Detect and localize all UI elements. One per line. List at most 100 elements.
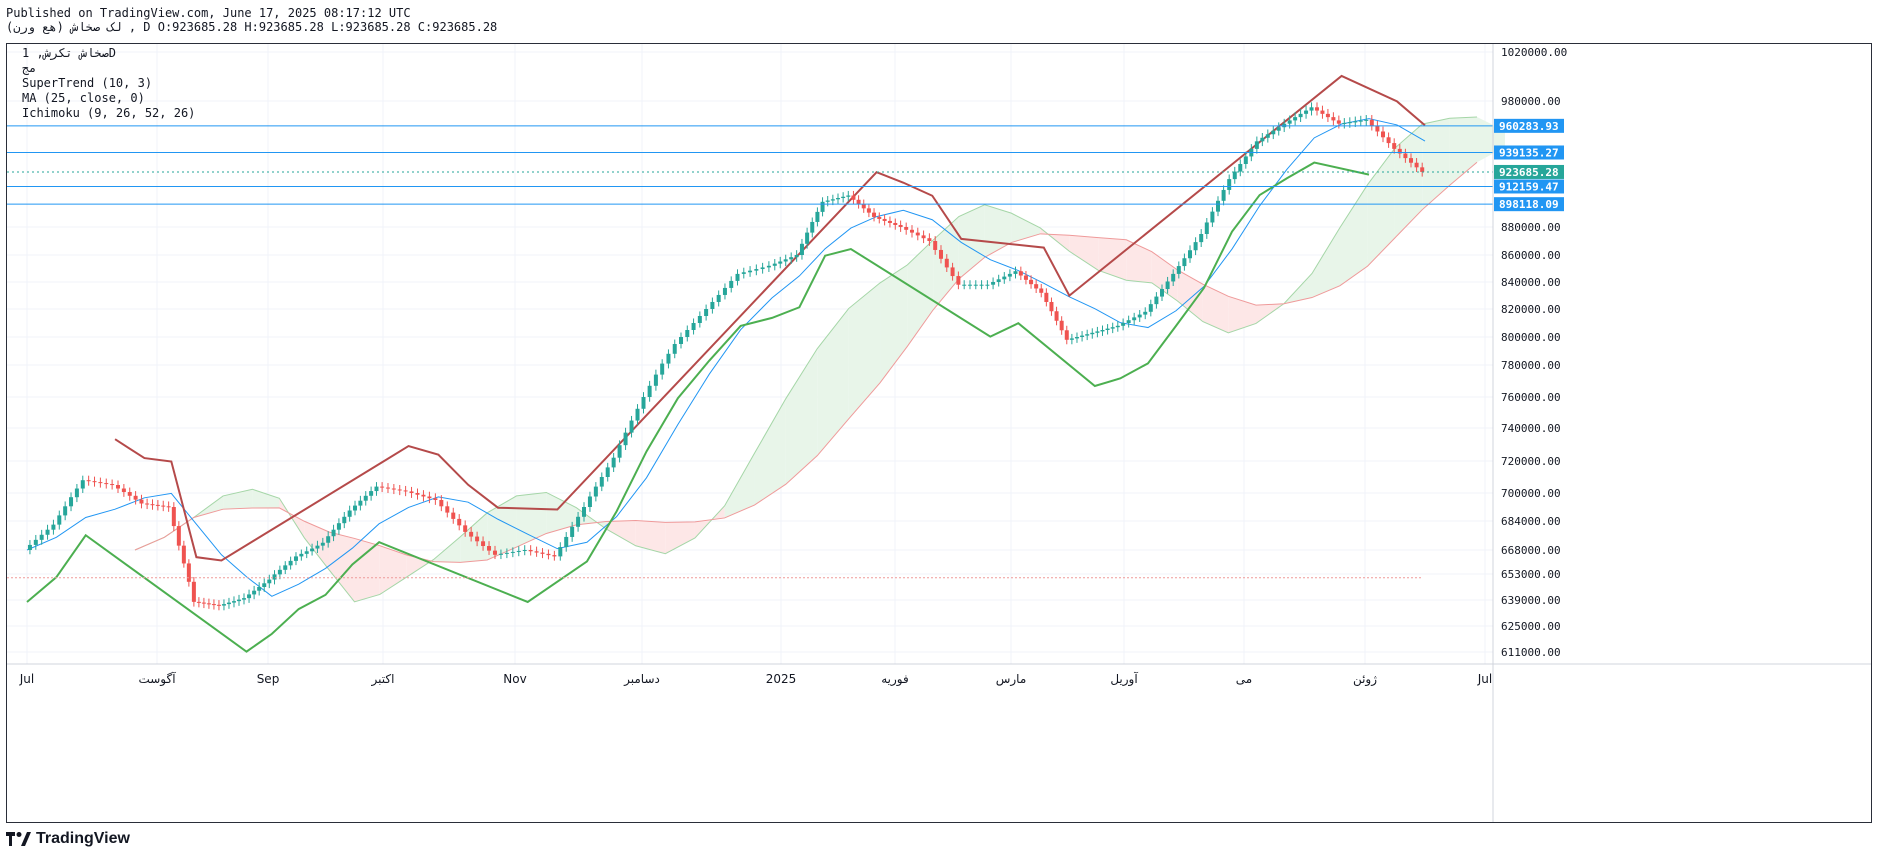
candle-body[interactable]	[735, 273, 740, 281]
candle-body[interactable]	[789, 257, 794, 260]
candle-body[interactable]	[996, 279, 1001, 282]
candle-body[interactable]	[1182, 258, 1187, 267]
candle-body[interactable]	[272, 574, 277, 580]
candle-body[interactable]	[691, 323, 696, 330]
candle-body[interactable]	[820, 201, 825, 212]
candle-body[interactable]	[587, 496, 592, 508]
candle-body[interactable]	[611, 457, 616, 468]
candle-body[interactable]	[45, 529, 50, 535]
candle-body[interactable]	[369, 491, 374, 496]
candle-body[interactable]	[492, 550, 497, 555]
candle-body[interactable]	[552, 555, 557, 557]
candle-body[interactable]	[299, 553, 304, 557]
candle-body[interactable]	[861, 204, 866, 209]
candle-body[interactable]	[320, 542, 325, 546]
candle-body[interactable]	[1420, 167, 1425, 172]
candle-body[interactable]	[63, 506, 68, 516]
candle-body[interactable]	[86, 480, 91, 482]
candle-body[interactable]	[933, 241, 938, 250]
candle-body[interactable]	[938, 249, 943, 259]
candle-body[interactable]	[1023, 275, 1028, 280]
candle-body[interactable]	[1132, 317, 1137, 321]
candle-body[interactable]	[967, 284, 972, 286]
candle-body[interactable]	[1095, 331, 1100, 333]
candle-body[interactable]	[127, 492, 132, 496]
candle-body[interactable]	[331, 529, 336, 537]
candle-body[interactable]	[98, 482, 103, 484]
candle-body[interactable]	[1392, 143, 1397, 149]
candle-body[interactable]	[979, 284, 984, 286]
chart-frame[interactable]: 1020000.00 980000.00 880000.00 860000.00 840…	[6, 43, 1872, 823]
candle-body[interactable]	[866, 208, 871, 213]
candle-body[interactable]	[155, 504, 160, 506]
candle-body[interactable]	[1204, 222, 1209, 234]
candle-body[interactable]	[415, 493, 420, 495]
candle-body[interactable]	[69, 497, 74, 507]
candle-body[interactable]	[576, 516, 581, 527]
candle-body[interactable]	[457, 518, 462, 526]
candle-body[interactable]	[815, 211, 820, 222]
candle-body[interactable]	[226, 602, 231, 605]
candle-body[interactable]	[1260, 137, 1265, 142]
candle-body[interactable]	[1358, 120, 1363, 122]
candle-body[interactable]	[1090, 332, 1095, 335]
candle-body[interactable]	[1375, 125, 1380, 132]
candle-body[interactable]	[956, 276, 961, 285]
candle-body[interactable]	[1160, 289, 1164, 297]
candle-body[interactable]	[991, 282, 996, 285]
candle-body[interactable]	[825, 200, 830, 202]
candle-body[interactable]	[1074, 337, 1079, 339]
candle-body[interactable]	[1148, 304, 1153, 312]
candle-body[interactable]	[760, 267, 765, 270]
candle-body[interactable]	[1347, 122, 1352, 124]
candle-body[interactable]	[641, 397, 646, 409]
candle-body[interactable]	[1381, 131, 1385, 138]
legend-ma[interactable]: MA (25, close, 0)	[22, 91, 145, 105]
candle-body[interactable]	[252, 590, 257, 595]
candle-body[interactable]	[748, 270, 753, 273]
candle-body[interactable]	[534, 551, 539, 553]
candle-body[interactable]	[139, 499, 144, 504]
candle-body[interactable]	[647, 385, 652, 397]
candle-body[interactable]	[1126, 320, 1131, 323]
candle-body[interactable]	[487, 546, 492, 551]
candle-body[interactable]	[336, 523, 341, 530]
candle-body[interactable]	[546, 553, 551, 556]
candle-body[interactable]	[216, 604, 221, 606]
candle-body[interactable]	[1386, 137, 1391, 144]
candle-body[interactable]	[778, 261, 783, 264]
candle-body[interactable]	[1039, 288, 1044, 293]
candle-body[interactable]	[403, 490, 408, 492]
candle-body[interactable]	[1342, 122, 1347, 124]
candle-body[interactable]	[161, 505, 166, 507]
candle-body[interactable]	[1254, 141, 1259, 149]
candle-body[interactable]	[704, 309, 709, 316]
candle-body[interactable]	[1199, 234, 1204, 243]
candle-body[interactable]	[593, 486, 598, 497]
candle-body[interactable]	[1243, 156, 1248, 164]
candle-body[interactable]	[1171, 273, 1176, 282]
candle-body[interactable]	[427, 496, 432, 499]
candle-body[interactable]	[293, 556, 298, 561]
candle-body[interactable]	[1176, 266, 1181, 274]
candle-body[interactable]	[104, 483, 109, 485]
candle-body[interactable]	[288, 560, 293, 566]
candle-body[interactable]	[1216, 200, 1220, 212]
candle-body[interactable]	[564, 536, 569, 548]
candle-body[interactable]	[851, 195, 856, 200]
candle-body[interactable]	[1013, 271, 1018, 274]
candle-body[interactable]	[1336, 120, 1341, 124]
candle-body[interactable]	[57, 515, 62, 525]
candle-body[interactable]	[116, 485, 120, 489]
candle-body[interactable]	[451, 512, 456, 519]
candle-body[interactable]	[766, 265, 771, 268]
candle-body[interactable]	[353, 505, 358, 511]
candle-body[interactable]	[570, 526, 575, 537]
candle-body[interactable]	[882, 218, 887, 221]
candle-body[interactable]	[830, 199, 835, 201]
candle-body[interactable]	[528, 550, 533, 552]
candle-body[interactable]	[841, 196, 846, 199]
candle-body[interactable]	[629, 420, 634, 433]
candle-body[interactable]	[1276, 127, 1281, 131]
candle-body[interactable]	[1353, 121, 1358, 123]
